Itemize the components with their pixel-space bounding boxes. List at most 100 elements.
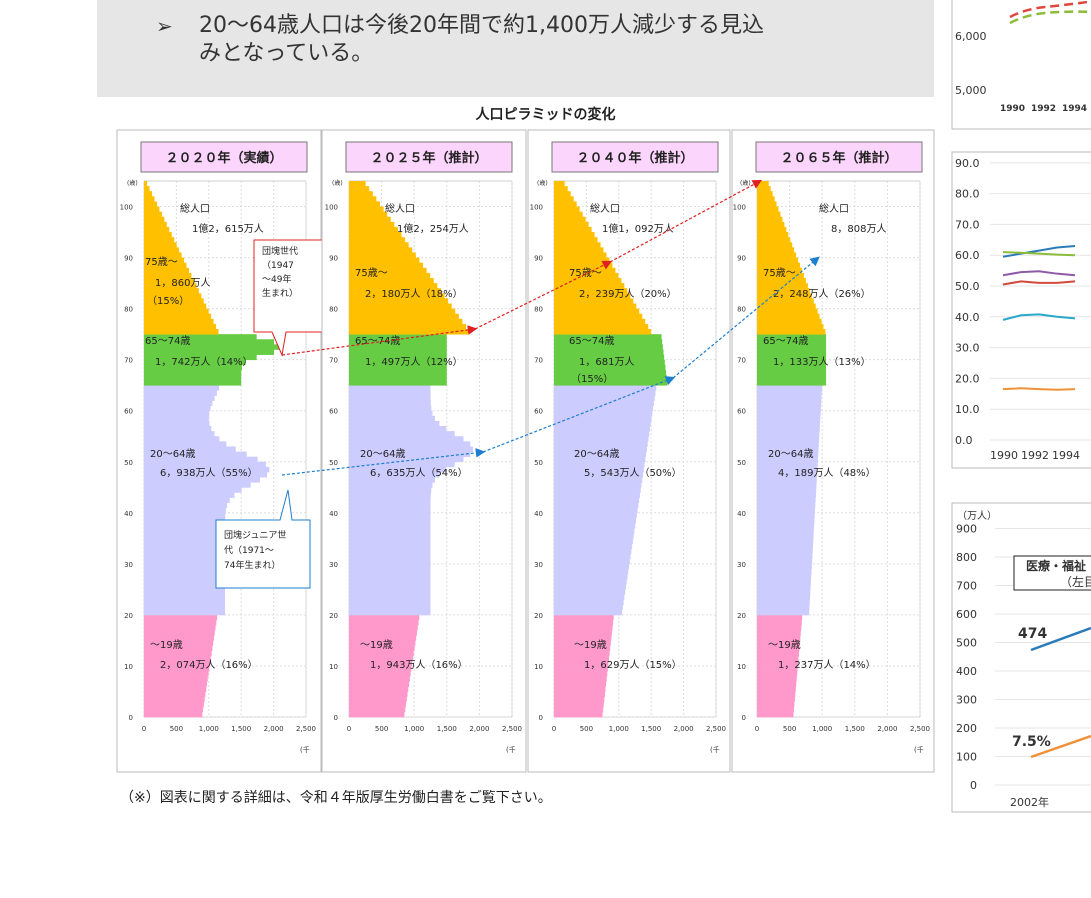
y-tick-label: 700 — [956, 580, 977, 593]
age-bar — [349, 589, 431, 595]
age-bar — [757, 461, 818, 468]
y-tick-label: 40 — [329, 510, 338, 518]
age-bar — [349, 548, 431, 555]
age-bar — [757, 201, 777, 207]
age-bar — [144, 318, 214, 325]
age-bar — [144, 323, 217, 330]
age-bar — [554, 461, 645, 468]
age-bar — [144, 308, 209, 315]
age-bar — [757, 609, 810, 616]
age-bar — [144, 543, 226, 549]
age-bar — [349, 364, 447, 371]
age-bar — [349, 584, 431, 590]
age-bar — [757, 283, 808, 289]
age-bar — [144, 339, 275, 345]
age-bar — [144, 405, 211, 412]
age-bar — [349, 471, 440, 478]
age-bar — [757, 226, 787, 233]
age-bar — [144, 390, 217, 396]
age-bar — [144, 604, 225, 611]
y-tick-label: 50.0 — [955, 280, 980, 293]
age-bar — [757, 584, 811, 590]
age-bar — [144, 334, 257, 340]
age-bar — [554, 574, 628, 580]
age-bar — [554, 614, 614, 621]
age-bar — [349, 665, 412, 672]
age-bar — [554, 303, 637, 310]
age-bar — [757, 691, 796, 697]
x-tick-label: 0 — [142, 725, 146, 733]
side-chart-2-series-5 — [1002, 387, 1076, 391]
age-bar — [554, 706, 604, 713]
group-value: 1，742万人（14%） — [155, 356, 253, 368]
side-chart-2-series-2 — [1002, 270, 1076, 277]
y-tick-label: 100 — [325, 204, 338, 212]
age-bar — [757, 329, 826, 335]
age-bar — [144, 579, 225, 585]
y-unit: (歳) — [127, 179, 138, 187]
age-bar — [757, 313, 820, 320]
group-value: 1，943万人（16%） — [370, 659, 468, 671]
y-tick-label: 50 — [124, 459, 133, 467]
age-bar — [144, 461, 266, 468]
group-label: 20～64歳 — [360, 448, 405, 460]
age-bar — [144, 487, 242, 493]
total-population-value: 1億2，254万人 — [397, 222, 469, 235]
age-bar — [144, 415, 209, 422]
age-bar — [554, 620, 614, 626]
age-bar — [144, 226, 170, 233]
age-bar — [757, 257, 799, 264]
age-bar — [144, 696, 205, 703]
age-bar — [144, 329, 219, 335]
age-bar — [349, 461, 455, 468]
age-bar — [554, 604, 623, 611]
y-tick-label: 50 — [534, 459, 543, 467]
y-tick-label: 50 — [329, 459, 338, 467]
age-bar — [144, 660, 211, 667]
age-bar — [554, 579, 627, 585]
y-tick-label: 70 — [737, 357, 746, 365]
age-bar — [554, 318, 646, 325]
age-bar — [349, 293, 445, 299]
callout-dankai-text: （1947 — [262, 260, 294, 271]
age-bar — [144, 640, 214, 646]
age-bar — [757, 517, 815, 524]
y-tick-label: 80 — [737, 306, 746, 314]
age-bar — [349, 247, 413, 253]
x-tick-label: 0 — [552, 725, 556, 733]
group-label: ～19歳 — [768, 639, 801, 651]
age-bar — [554, 181, 565, 187]
age-bar — [554, 466, 644, 473]
y-tick-label: 300 — [956, 694, 977, 707]
x-tick-label: 2,500 — [296, 725, 316, 733]
age-bar — [349, 625, 418, 631]
age-bar — [757, 614, 803, 621]
age-bar — [757, 507, 816, 514]
age-bar — [757, 574, 812, 580]
x-tick-label: 1,500 — [437, 725, 457, 733]
side-chart-3-series-blue — [1030, 626, 1091, 652]
data-label: 7.5% — [1012, 734, 1051, 750]
age-bar — [144, 568, 225, 575]
x-tick-label: 500 — [580, 725, 593, 733]
age-bar — [349, 579, 431, 585]
age-bar — [349, 252, 416, 258]
age-bar — [757, 706, 794, 713]
pyramid-panel-3: ２０６５年（推計） 0 10 20 30 40 50 60 70 80 90 100 0 500 1,000… — [731, 129, 935, 773]
age-bar — [554, 329, 652, 335]
age-bar — [349, 640, 416, 646]
age-bar — [554, 277, 622, 284]
age-bar — [554, 482, 642, 488]
age-bar — [144, 369, 242, 376]
age-bar — [144, 349, 275, 355]
age-bar — [757, 196, 775, 202]
age-bar — [757, 451, 819, 458]
age-bar — [757, 538, 814, 544]
age-bar — [144, 594, 225, 600]
age-bar — [554, 711, 603, 718]
age-bar — [144, 232, 172, 238]
age-bar — [144, 380, 242, 386]
age-bar — [349, 604, 431, 611]
age-bar — [554, 374, 667, 381]
age-bar — [757, 272, 804, 279]
